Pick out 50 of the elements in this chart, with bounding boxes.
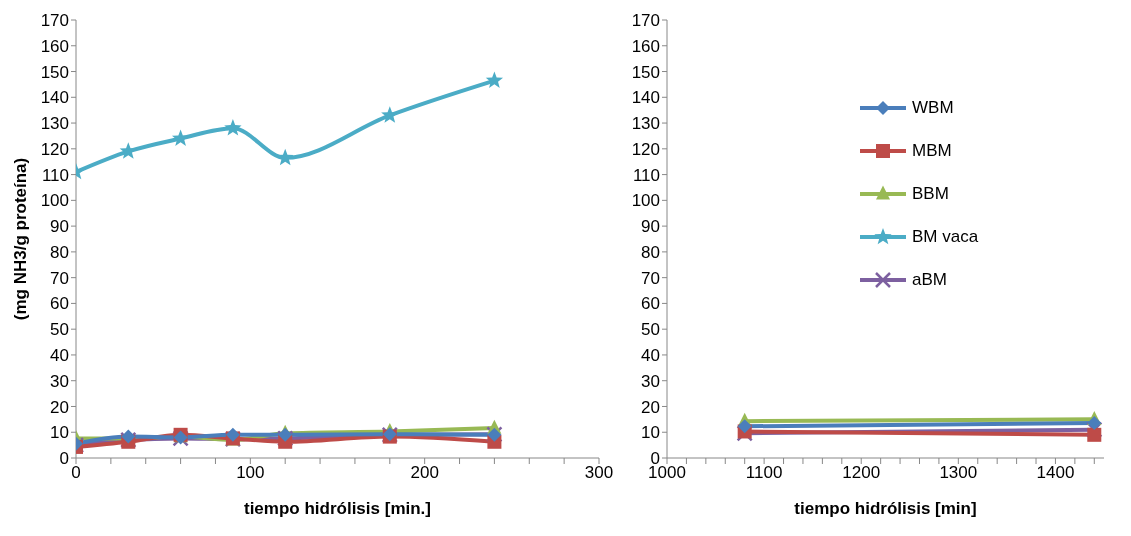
x-axis-title: tiempo hidrólisis [min.] <box>243 499 432 518</box>
y-tick-label: 120 <box>40 139 69 159</box>
y-tick-label: 80 <box>641 242 660 262</box>
y-tick-label: 20 <box>50 397 69 417</box>
y-tick-label: 100 <box>631 191 660 211</box>
legend-label: BM vaca <box>912 226 979 247</box>
y-tick-label: 170 <box>40 11 69 31</box>
y-tick-label: 50 <box>50 320 69 340</box>
legend-label: MBM <box>912 140 952 161</box>
y-tick-label: 140 <box>40 88 69 108</box>
legend-label: WBM <box>912 97 954 118</box>
x-tick-label: 1300 <box>939 463 978 483</box>
y-tick-label: 120 <box>631 139 660 159</box>
y-tick-label: 70 <box>641 268 660 288</box>
legend-label: aBM <box>912 269 947 290</box>
x-axis-title: tiempo hidrólisis [min] <box>794 499 977 518</box>
x-tick-label: 300 <box>584 463 614 483</box>
y-tick-label: 150 <box>40 62 69 82</box>
y-tick-label: 40 <box>50 345 69 365</box>
y-tick-label: 70 <box>50 268 69 288</box>
y-tick-label: 50 <box>641 320 660 340</box>
y-tick-label: 130 <box>40 114 69 134</box>
y-tick-label: 90 <box>641 217 660 237</box>
y-tick-label: 130 <box>631 114 660 134</box>
y-tick-label: 80 <box>50 242 69 262</box>
y-tick-label: 60 <box>50 294 69 314</box>
y-tick-label: 110 <box>41 165 69 185</box>
y-tick-label: 20 <box>641 397 660 417</box>
x-tick-label: 1100 <box>745 463 783 483</box>
y-tick-label: 160 <box>631 36 660 56</box>
y-tick-label: 100 <box>40 191 69 211</box>
y-tick-label: 30 <box>50 371 69 391</box>
legend-label: BBM <box>912 183 949 204</box>
y-tick-label: 170 <box>631 11 660 31</box>
y-tick-label: 30 <box>641 371 660 391</box>
x-tick-label: 1200 <box>842 463 881 483</box>
y-tick-label: 110 <box>632 165 660 185</box>
y-tick-label: 150 <box>631 62 660 82</box>
y-tick-label: 10 <box>641 423 660 443</box>
x-tick-label: 200 <box>410 463 439 483</box>
x-tick-label: 1400 <box>1036 463 1075 483</box>
y-axis-title: (mg NH3/g proteína) <box>11 157 31 321</box>
x-tick-label: 100 <box>236 463 265 483</box>
y-tick-label: 40 <box>641 345 660 365</box>
y-tick-label: 60 <box>641 294 660 314</box>
y-tick-label: 140 <box>631 88 660 108</box>
y-tick-label: 90 <box>50 217 69 237</box>
y-tick-label: 10 <box>50 423 69 443</box>
y-tick-label: 0 <box>59 449 69 469</box>
y-tick-label: 160 <box>40 36 69 56</box>
